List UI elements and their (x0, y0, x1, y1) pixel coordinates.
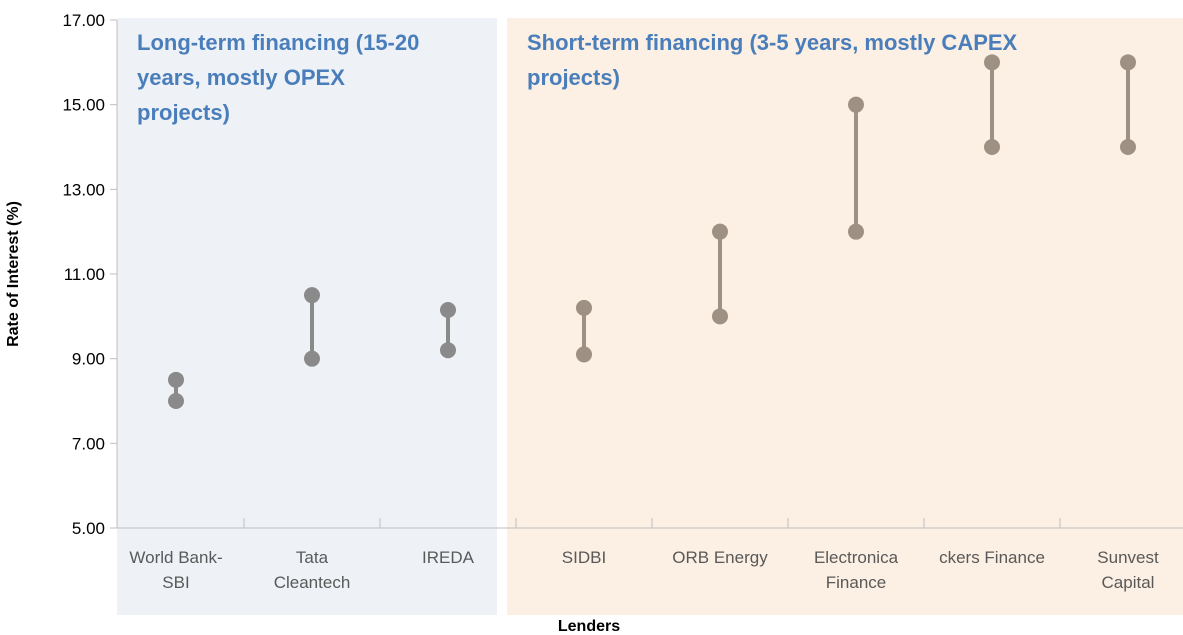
y-tick-label: 13.00 (62, 180, 105, 199)
x-tick-label: World Bank-SBI (129, 548, 222, 592)
x-tick-label: Sunvest Capital (1097, 548, 1159, 592)
high-marker (848, 96, 864, 113)
high-marker (168, 371, 184, 388)
low-marker (304, 350, 320, 367)
y-tick-label: 11.00 (64, 265, 105, 284)
x-tick-label: Tata Cleantech (274, 548, 351, 592)
x-axis-label: Lenders (558, 618, 620, 635)
high-marker (1120, 54, 1136, 71)
low-marker (1120, 139, 1136, 155)
high-marker (576, 299, 592, 316)
x-tick-label: Electronica Finance (814, 548, 899, 592)
x-tick-label: ORB Energy (672, 548, 768, 567)
high-marker (712, 223, 728, 240)
low-marker (440, 342, 456, 359)
y-tick-label: 17.00 (62, 11, 105, 30)
region-label: Short-term financing (3-5 years, mostly … (527, 30, 1018, 90)
high-marker (304, 287, 320, 304)
low-marker (168, 393, 184, 409)
low-marker (712, 308, 728, 325)
region-label: Long-term financing (15-20 years, mostly … (137, 30, 419, 125)
y-tick-label: 9.00 (72, 350, 105, 369)
x-tick-label: IREDA (422, 548, 475, 567)
low-marker (576, 346, 592, 363)
y-tick-label: 15.00 (62, 96, 105, 115)
high-marker (984, 54, 1000, 71)
low-marker (848, 223, 864, 240)
region-background (507, 18, 1183, 615)
x-tick-label: SIDBI (562, 548, 606, 567)
x-tick-label: ckers Finance (939, 548, 1045, 567)
low-marker (984, 139, 1000, 155)
region-background (117, 18, 497, 615)
high-marker (440, 301, 456, 318)
y-tick-label: 7.00 (72, 434, 105, 453)
regions: Long-term financing (15-20 years, mostly … (117, 18, 1183, 615)
y-axis-label: Rate of Interest (%) (5, 201, 22, 347)
y-tick-label: 5.00 (72, 519, 105, 538)
